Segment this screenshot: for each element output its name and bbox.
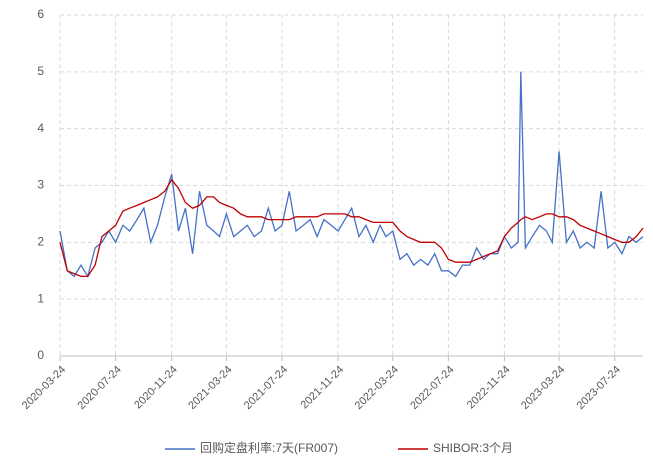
x-tick-label: 2023-03-24 — [519, 364, 567, 412]
series-line — [59, 178, 644, 278]
x-tick-label: 2022-11-24 — [465, 364, 513, 412]
x-tick-label: 2020-11-24 — [132, 364, 180, 412]
legend-label: SHIBOR:3个月 — [433, 441, 513, 455]
x-tick-label: 2020-03-24 — [20, 364, 68, 412]
x-tick-label: 2021-03-24 — [186, 364, 234, 412]
legend-label: 回购定盘利率:7天(FR007) — [200, 440, 338, 455]
x-tick-label: 2022-03-24 — [353, 364, 401, 412]
series-line — [59, 71, 644, 279]
y-tick-label: 5 — [37, 64, 44, 78]
y-tick-label: 0 — [37, 348, 44, 362]
y-tick-label: 1 — [37, 291, 44, 305]
y-tick-label: 3 — [37, 178, 44, 192]
x-tick-label: 2021-11-24 — [299, 364, 347, 412]
x-tick-label: 2022-07-24 — [408, 364, 456, 412]
y-tick-label: 4 — [37, 121, 44, 135]
x-tick-label: 2021-07-24 — [242, 364, 290, 412]
y-tick-label: 2 — [37, 235, 44, 249]
y-tick-label: 6 — [37, 7, 44, 21]
x-tick-label: 2020-07-24 — [76, 364, 124, 412]
x-tick-label: 2023-07-24 — [575, 364, 623, 412]
